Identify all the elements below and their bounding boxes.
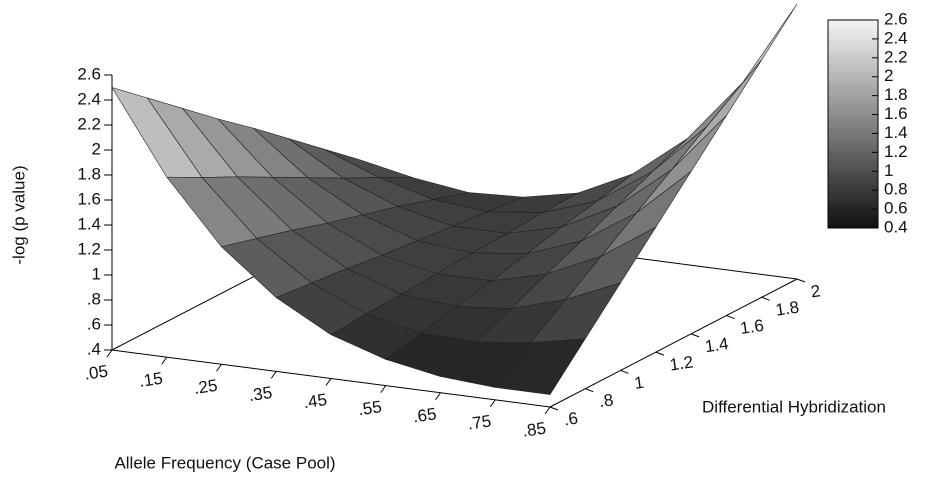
y-axis-label: Differential Hybridization [702,397,886,416]
colorbar-tick-label: 2.4 [884,28,908,47]
x-tick [380,385,387,393]
x-tick-label: .85 [521,419,547,441]
colorbar [827,19,879,229]
z-tick-label: 1.2 [77,239,101,258]
colorbar-tick-label: 2 [884,66,893,85]
colorbar-tick-label: 1.8 [884,85,908,104]
surface-patch [494,338,586,395]
x-tick-label: .35 [247,383,273,405]
y-tick [761,296,770,301]
x-tick-label: .15 [138,369,164,391]
z-tick-label: 1.8 [77,164,101,183]
z-tick-label: 2 [92,139,101,158]
z-tick-label: .4 [87,339,101,358]
y-tick [585,388,594,393]
y-tick-label: 1.4 [704,334,730,356]
surface-patch [671,59,762,170]
y-tick [796,278,806,283]
colorbar-tick-label: 1 [884,161,893,180]
x-axis-label: Allele Frequency (Case Pool) [114,453,335,472]
x-tick [216,363,222,372]
colorbar-tick-label: 1.4 [884,123,908,142]
x-tick [270,371,277,379]
y-tick [549,406,559,411]
colorbar-tick-label: 2.2 [884,47,908,66]
y-tick-label: .6 [563,409,580,430]
y-tick-label: 1.8 [774,298,800,320]
y-tick-label: 1 [633,373,645,393]
x-tick [325,378,332,386]
x-tick-label: .65 [412,404,438,426]
x-tick-label: .05 [83,362,109,384]
x-tick [489,399,496,408]
y-tick-label: 1.6 [739,316,765,338]
x-tick-label: .75 [466,411,492,433]
y-tick [690,333,700,338]
z-tick-label: .6 [87,314,101,333]
z-tick-label: 1.4 [77,214,101,233]
y-axis-line [549,278,798,408]
colorbar-tick-label: 0.4 [884,217,908,236]
colorbar-tick-label: 1.2 [884,142,908,161]
colorbar-tick-label: 1.6 [884,104,908,123]
x-tick [435,392,441,401]
y-tick-label: .8 [598,390,615,411]
colorbar-tick-label: 0.8 [884,180,908,199]
colorbar-tick-label: 2.6 [884,9,908,28]
y-tick [726,315,735,320]
z-tick-label: 1.6 [77,189,101,208]
y-tick [620,369,629,374]
z-tick-label: 2.6 [77,64,101,83]
x-tick-label: .55 [357,397,383,419]
z-axis-label: -log (p value) [9,165,28,264]
x-tick-label: .45 [302,390,328,412]
x-tick [161,356,168,365]
y-tick-label: 1.2 [668,352,694,374]
z-tick-label: 2.2 [77,114,101,133]
z-tick-label: 1 [92,264,101,283]
z-tick-label: 2.4 [77,89,101,108]
y-tick-label: 2 [810,281,822,301]
y-tick [655,351,665,356]
x-tick-label: .25 [193,376,219,398]
x-tick [106,349,113,358]
colorbar-tick-label: 0.6 [884,199,908,218]
x-tick [544,406,551,415]
z-tick-label: .8 [87,289,101,308]
